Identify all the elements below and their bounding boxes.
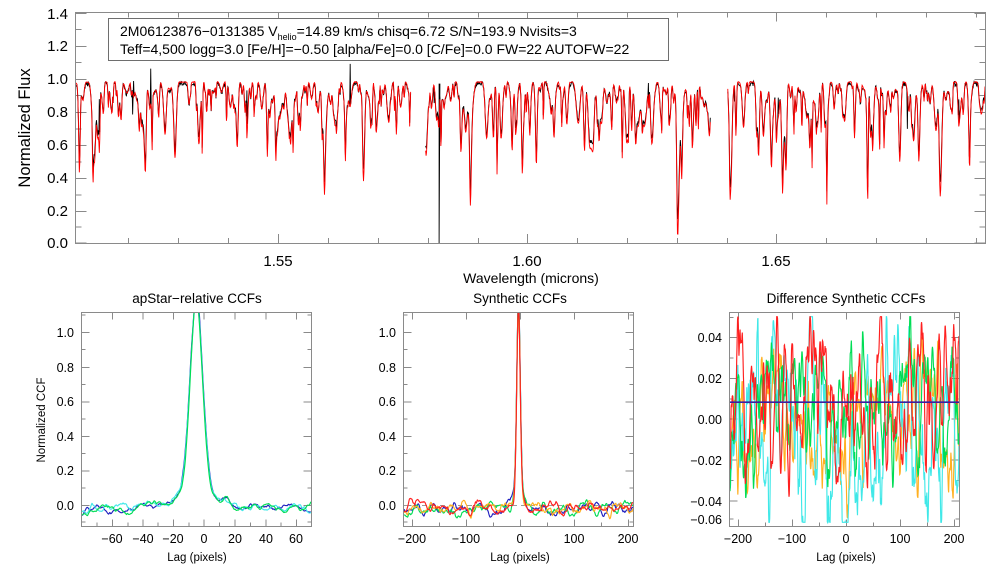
ccf1-ytick: 0.4 [57, 430, 74, 444]
spectrum-panel: Normalized Flux 1.4 1.2 1.0 0.8 0.6 0.4 … [16, 6, 986, 286]
ccf1-traces [82, 313, 311, 517]
spectrum-ytick: 0.2 [47, 203, 68, 220]
ccf3-series-diff-red [730, 316, 959, 497]
ccf2-series-visit-4 [404, 313, 633, 520]
ccf1-xtick: −20 [162, 532, 183, 546]
ccf1-xtick: −60 [101, 532, 122, 546]
ccf-panel-difference-title: Difference Synthetic CCFs [767, 291, 926, 306]
ccf3-series-diff-cyan [730, 316, 959, 525]
ccf1-ytick: 1.0 [57, 326, 74, 340]
ccf2-xtick: −100 [452, 532, 480, 546]
ccf2-xtick: 200 [618, 532, 639, 546]
ccf1-xtick: 20 [228, 532, 242, 546]
ccf-panel-apstar: apStar−relative CCFs Normalized CCF 1.0 … [36, 291, 312, 564]
ccf2-ytick: 0.4 [379, 430, 396, 444]
ccf2-traces [404, 313, 633, 520]
ccf1-ytick: 0.6 [57, 395, 74, 409]
ccf-panel-synthetic: Synthetic CCFs 1.0 0.8 0.6 0.4 0.2 0.0 −… [379, 291, 639, 564]
ccf3-xtick-labels: −200 −100 0 100 200 [724, 532, 965, 546]
spectrum-ylabel: Normalized Flux [16, 68, 34, 188]
ccf2-ytick: 1.0 [379, 326, 396, 340]
spectrum-ytick: 0.8 [47, 104, 68, 121]
spectrum-ytick-labels: 1.4 1.2 1.0 0.8 0.6 0.4 0.2 0.0 [47, 6, 68, 252]
ccf2-xlabel: Lag (pixels) [490, 552, 550, 564]
ccf1-xtick: 60 [289, 532, 303, 546]
spectrum-ytick: 0.0 [47, 235, 68, 252]
ccf3-xtick: 200 [944, 532, 965, 546]
ccf1-ytick-marks [81, 314, 312, 523]
ccf1-ytick-labels: 1.0 0.8 0.6 0.4 0.2 0.0 [57, 326, 74, 513]
ccf3-ytick: −0.06 [690, 513, 722, 527]
ccf1-xtick: 0 [201, 532, 208, 546]
ccf3-series-diff-green [730, 316, 959, 499]
ccf1-ytick: 0.8 [57, 361, 74, 375]
ccf-panel-apstar-title: apStar−relative CCFs [132, 291, 262, 306]
info-line1: 2M06123876−0131385 Vhelio=14.89 km/s chi… [120, 23, 577, 42]
ccf3-ytick: 0.04 [698, 331, 722, 345]
ccf2-series-visit-3 [404, 313, 633, 517]
spectrum-ytick: 1.4 [47, 6, 68, 23]
ccf3-traces [730, 316, 959, 525]
ccf-panel-synthetic-title: Synthetic CCFs [473, 291, 567, 306]
ccf2-ytick: 0.6 [379, 395, 396, 409]
spectrum-ytick: 0.6 [47, 137, 68, 154]
ccf3-ytick: −0.04 [690, 495, 722, 509]
spectrum-synthetic-chip1 [76, 80, 412, 195]
ccf2-xtick-marks [412, 312, 629, 527]
ccf1-ytick: 0.2 [57, 464, 74, 478]
ccf3-xtick: −100 [778, 532, 806, 546]
spectrum-ytick: 0.4 [47, 170, 68, 187]
ccf3-ytick-labels: 0.04 0.02 0.00 −0.02 −0.04 [690, 331, 722, 509]
spectrum-traces [76, 63, 985, 243]
spectrum-ytick: 1.2 [47, 38, 68, 55]
ccf1-xtick-labels: −60 −40 −20 0 20 40 60 [101, 532, 303, 546]
spectrum-xtick: 1.55 [263, 253, 292, 270]
ccf1-series-visit-2 [82, 313, 311, 517]
ccf2-xtick: −200 [398, 532, 426, 546]
ccf1-xtick: −40 [132, 532, 153, 546]
ccf2-xtick: 100 [564, 532, 585, 546]
spectrum-ytick: 1.0 [47, 71, 68, 88]
ccf1-ytick: 0.0 [57, 499, 74, 513]
info-line2: Teff=4,500 logg=3.0 [Fe/H]=−0.50 [alpha/… [120, 41, 629, 57]
ccf2-ytick-labels: 1.0 0.8 0.6 0.4 0.2 0.0 [379, 326, 396, 513]
ccf3-xtick-marks [738, 312, 955, 527]
ccf3-xtick: 100 [890, 532, 911, 546]
spectrum-synthetic-chip3 [727, 80, 985, 205]
spectrum-xtick: 1.65 [761, 253, 790, 270]
ccf3-xlabel: Lag (pixels) [816, 552, 876, 564]
ccf2-xtick-labels: −200 −100 0 100 200 [398, 532, 639, 546]
spectrum-xtick: 1.60 [512, 253, 541, 270]
ccf3-ytick: −0.02 [690, 454, 722, 468]
ccf3-xtick: −200 [724, 532, 752, 546]
ccf1-xtick: 40 [259, 532, 273, 546]
ccf2-ytick: 0.8 [379, 361, 396, 375]
ccf-panel-difference: Difference Synthetic CCFs 0.04 0.02 0.00… [690, 291, 964, 564]
spectrum-xtick-marks [128, 12, 977, 243]
ccf3-ytick: 0.00 [698, 413, 722, 427]
info-box-frame [108, 18, 669, 61]
ccf3-xtick: 0 [843, 532, 850, 546]
ccf1-xtick-marks [96, 312, 297, 527]
ccf1-xlabel: Lag (pixels) [167, 552, 227, 564]
info-box: 2M06123876−0131385 Vhelio=14.89 km/s chi… [108, 18, 669, 61]
ccf2-ytick: 0.0 [379, 499, 396, 513]
ccf-panel-apstar-ylabel: Normalized CCF [36, 378, 48, 463]
ccf1-series-visit-1 [82, 313, 311, 516]
spectrum-xlabel: Wavelength (microns) [463, 270, 599, 286]
spectrum-synthetic-chip2 [425, 80, 711, 235]
ccf3-ytick: 0.02 [698, 372, 722, 386]
ccf2-ytick: 0.2 [379, 464, 396, 478]
spectrum-frame [75, 12, 986, 244]
spectrum-xtick-labels: 1.55 1.60 1.65 [263, 253, 790, 270]
ccf2-ytick-marks [403, 314, 634, 523]
ccf2-xtick: 0 [517, 532, 524, 546]
